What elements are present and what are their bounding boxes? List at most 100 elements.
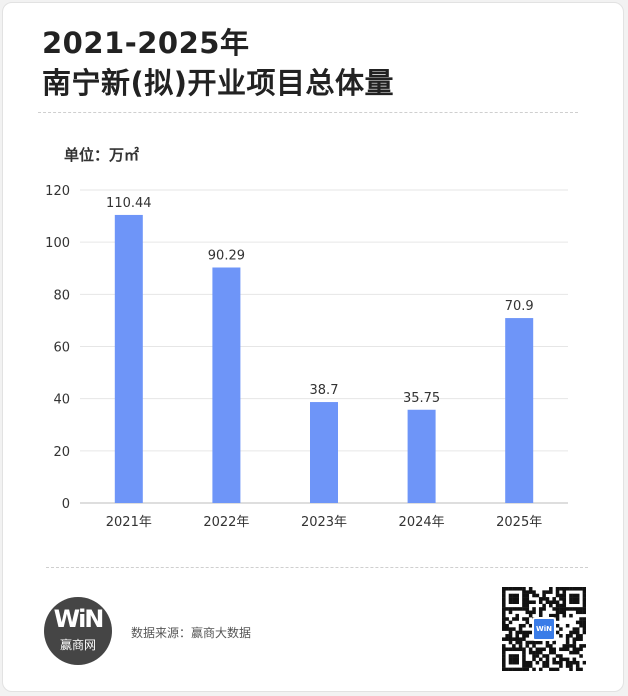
qr-module <box>575 660 580 665</box>
qr-module <box>522 603 526 608</box>
qr-module <box>555 660 560 665</box>
qr-module <box>522 667 526 671</box>
qr-module <box>545 600 550 604</box>
qr-module <box>552 597 556 601</box>
qr-module <box>502 597 506 601</box>
qr-module <box>515 593 519 598</box>
qr-module <box>522 650 526 655</box>
qr-module <box>569 667 573 671</box>
qr-module <box>525 620 530 625</box>
qr-module <box>522 660 526 665</box>
qr-module <box>559 593 563 598</box>
qr-module <box>528 647 533 652</box>
qr-module <box>582 623 586 628</box>
qr-module <box>522 637 526 641</box>
logo-text: 赢商网 <box>59 638 96 652</box>
qr-module <box>528 623 533 628</box>
qr-module <box>502 603 506 608</box>
qr-module <box>532 610 536 615</box>
qr-module <box>525 660 530 665</box>
y-tick-label: 120 <box>45 184 70 199</box>
qr-module <box>532 593 536 598</box>
x-tick-label: 2025年 <box>496 515 542 530</box>
x-tick-label: 2021年 <box>106 515 152 530</box>
qr-module <box>538 657 543 662</box>
qr-module <box>569 664 573 668</box>
qr-module <box>569 650 573 655</box>
qr-module <box>512 647 516 652</box>
qr-module <box>538 647 543 652</box>
qr-module <box>538 607 543 611</box>
qr-module <box>582 607 586 611</box>
qr-module <box>562 600 567 604</box>
qr-module <box>508 647 513 652</box>
qr-module <box>575 593 580 598</box>
qr-module <box>502 617 506 621</box>
qr-module <box>522 593 526 598</box>
qr-module <box>515 667 519 671</box>
qr-module <box>582 590 586 594</box>
qr-module <box>559 607 563 611</box>
qr-module <box>545 590 550 594</box>
qr-module <box>552 660 556 665</box>
qr-module <box>569 587 573 591</box>
qr-module <box>542 647 546 652</box>
y-tick-label: 100 <box>45 236 70 251</box>
qr-module <box>508 610 513 615</box>
qr-module <box>565 664 570 668</box>
qr-module <box>559 603 563 608</box>
qr-code-icon <box>502 587 586 671</box>
data-label: 110.44 <box>106 196 152 211</box>
winshang-logo: WiN 赢商网 <box>44 597 112 665</box>
qr-module <box>525 607 530 611</box>
qr-module <box>528 640 533 645</box>
qr-module <box>565 607 570 611</box>
qr-module <box>528 660 533 665</box>
qr-module <box>535 650 540 655</box>
data-source-note: 数据来源：赢商大数据 <box>131 626 252 640</box>
qr-module <box>579 654 583 658</box>
qr-module <box>502 647 506 652</box>
data-label: 38.7 <box>310 383 339 398</box>
qr-module <box>525 667 530 671</box>
qr-module <box>505 634 509 638</box>
qr-module <box>532 590 536 594</box>
qr-module <box>535 647 540 652</box>
qr-module <box>555 623 560 628</box>
qr-module <box>582 617 586 621</box>
qr-module <box>505 647 509 652</box>
qr-module <box>528 590 533 594</box>
qr-module <box>525 610 530 615</box>
qr-module <box>579 587 583 591</box>
qr-module <box>562 590 567 594</box>
qr-module <box>522 600 526 604</box>
qr-module <box>575 647 580 652</box>
qr-module <box>502 650 506 655</box>
qr-module <box>542 654 546 658</box>
qr-module <box>512 600 516 604</box>
qr-module <box>562 607 567 611</box>
qr-module <box>579 610 583 615</box>
qr-module <box>555 617 560 621</box>
qr-module <box>522 634 526 638</box>
qr-module <box>512 593 516 598</box>
qr-module <box>518 587 523 591</box>
x-tick-label: 2024年 <box>399 515 445 530</box>
qr-module <box>515 587 519 591</box>
qr-module <box>565 640 570 645</box>
qr-module <box>582 620 586 625</box>
qr-module <box>508 627 513 631</box>
qr-module <box>505 637 509 641</box>
qr-module <box>579 620 583 625</box>
qr-module <box>512 637 516 641</box>
qr-module <box>532 657 536 662</box>
qr-module <box>562 587 567 591</box>
qr-module <box>538 610 543 615</box>
qr-module <box>515 637 519 641</box>
qr-module <box>559 627 563 631</box>
qr-module <box>512 660 516 665</box>
qr-module <box>525 634 530 638</box>
qr-module <box>582 597 586 601</box>
qr-module <box>535 593 540 598</box>
qr-module <box>562 603 567 608</box>
